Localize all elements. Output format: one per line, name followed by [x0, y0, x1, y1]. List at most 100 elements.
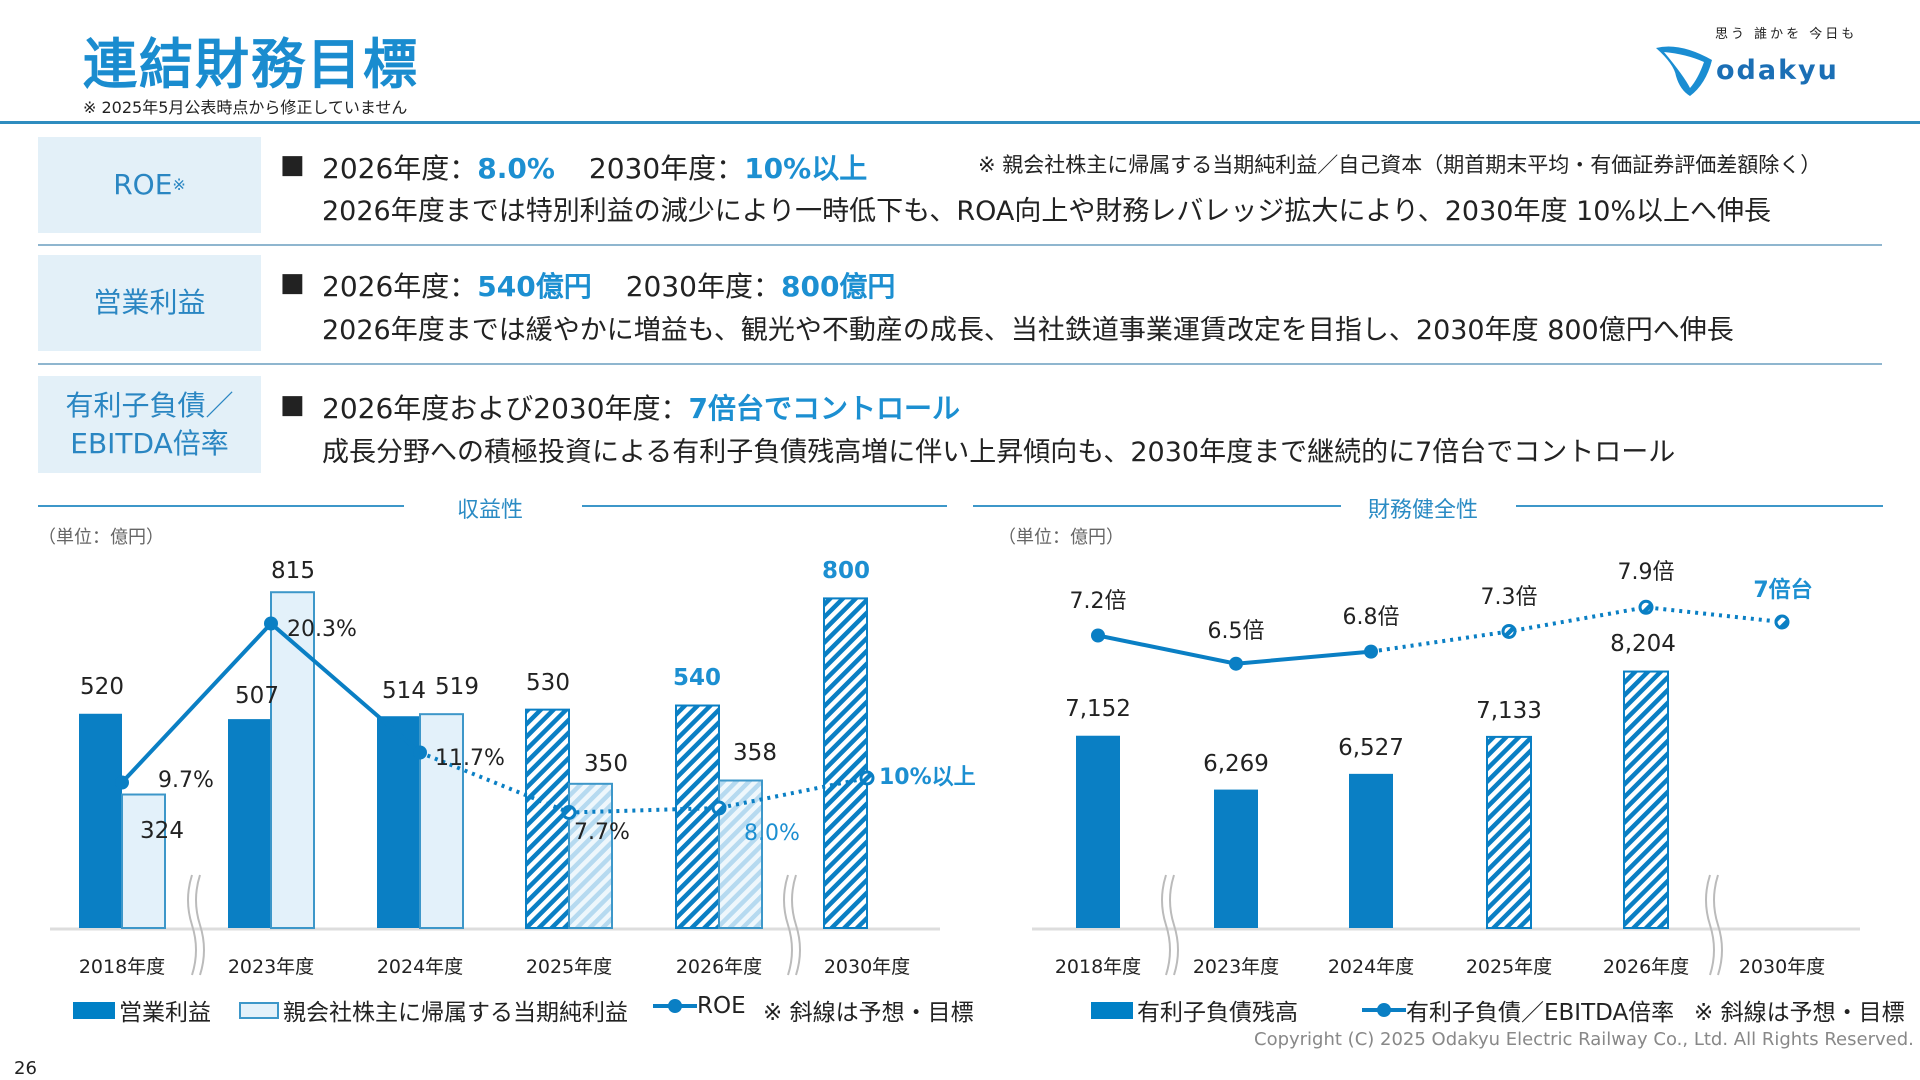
bar-debt-balance [1486, 735, 1532, 930]
data-label-operating-profit: 800 [822, 558, 870, 584]
legend-line-marker-icon [1362, 1003, 1406, 1017]
legend-roe: ROE [653, 993, 746, 1019]
multiple-point [1774, 614, 1790, 630]
bar-operating-profit [525, 708, 570, 930]
roe-point [711, 800, 727, 816]
financial-soundness-chart: 7,152 6,269 6,527 7,133 8,204 7.2倍 6.5倍 6.8倍 7.3… [1032, 560, 1860, 976]
category-label: 2018年度 [78, 956, 166, 978]
data-label-roe: 7.7% [574, 820, 630, 845]
data-label-operating-profit: 514 [382, 678, 426, 704]
roe-targets: 2026年度：8.0% 2030年度：10%以上 [322, 152, 868, 185]
roe-point [115, 775, 129, 790]
data-label-debt-balance: 7,133 [1476, 698, 1542, 724]
section-rule [973, 505, 1341, 507]
bar-net-income [718, 779, 763, 930]
data-label-roe: 8.0% [744, 821, 800, 846]
data-label-net-income: 358 [733, 740, 777, 766]
section-rule [582, 505, 947, 507]
category-label: 2018年度 [1054, 956, 1142, 978]
label-operating-profit: 営業利益 [38, 255, 261, 351]
data-label-debt-balance: 6,527 [1338, 735, 1404, 761]
section-rule [1516, 505, 1883, 507]
bar-debt-balance [1349, 773, 1393, 928]
bar-debt-balance [1076, 735, 1120, 928]
data-label-multiple: 7倍台 [1753, 577, 1812, 603]
axis-break-icon [195, 874, 205, 976]
revision-note: ※ 2025年5月公表時点から修正していません [83, 98, 408, 117]
data-label-multiple: 7.3倍 [1481, 585, 1538, 610]
legend-operating-profit: 営業利益 [73, 993, 211, 1027]
category-label: 2024年度 [376, 956, 464, 978]
legend-debt-balance: 有利子負債残高 [1091, 993, 1298, 1027]
legend-swatch-icon [1091, 1001, 1133, 1019]
data-label-operating-profit: 540 [673, 665, 721, 691]
unit-label: （単位：億円） [38, 527, 164, 548]
debt-ebitda-targets: 2026年度および2030年度：7倍台でコントロール [322, 392, 961, 425]
data-label-multiple: 7.2倍 [1070, 589, 1127, 614]
data-label-net-income: 815 [271, 558, 315, 584]
bar-net-income [270, 591, 315, 929]
bar-operating-profit [79, 713, 122, 928]
profitability-chart: 520 507 514 530 540 800 324 815 519 350 358 9.7% 20.… [50, 558, 976, 976]
row-divider [38, 244, 1882, 246]
odakyu-logo: 思う 誰かを 今日も odakyu [1650, 24, 1885, 100]
roe-line-forecast [419, 750, 868, 815]
axis-break-icon [1169, 874, 1179, 976]
multiple-point [1501, 623, 1517, 639]
profitability-title: 収益性 [457, 498, 524, 523]
category-label: 2025年度 [525, 956, 613, 978]
legend-hatch-note: ※ 斜線は予想・目標 [1694, 1000, 1905, 1026]
multiple-line-forecast [1370, 605, 1783, 654]
legend-debt-ebitda: 有利子負債／EBITDA倍率 [1362, 993, 1674, 1027]
data-label-roe: 11.7% [435, 746, 505, 771]
multiple-point [1091, 628, 1105, 643]
logo-wordmark: odakyu [1716, 55, 1839, 86]
header-divider [0, 121, 1920, 124]
bullet: ■ [280, 150, 305, 180]
roe-point [561, 805, 577, 820]
axis-break-icon [783, 874, 793, 976]
category-label: 2023年度 [227, 956, 315, 978]
axis-break-icon [791, 874, 801, 976]
data-label-multiple: 6.5倍 [1208, 619, 1265, 644]
multiple-point [1229, 656, 1243, 671]
category-label: 2024年度 [1327, 956, 1415, 978]
page-title: 連結財務目標 [83, 33, 419, 96]
logo-tagline: 思う 誰かを 今日も [1715, 26, 1857, 42]
data-label-operating-profit: 507 [235, 683, 279, 709]
operating-profit-targets: 2026年度：540億円 2030年度：800億円 [322, 270, 896, 303]
legend-line-marker-icon [653, 999, 697, 1013]
roe-point [859, 770, 875, 786]
category-label: 2030年度 [1738, 956, 1826, 978]
category-label: 2030年度 [823, 956, 911, 978]
roe-definition-note: ※ 親会社株主に帰属する当期純利益／自己資本（期首期末平均・有価証券評価差額除く… [978, 153, 1822, 177]
axis-break-icon [1713, 874, 1723, 976]
category-label: 2025年度 [1465, 956, 1553, 978]
bar-net-income [419, 713, 464, 929]
data-label-debt-balance: 7,152 [1065, 696, 1131, 722]
axis-break-icon [1705, 874, 1715, 976]
page-number: 26 [14, 1058, 37, 1079]
operating-profit-description: 2026年度までは緩やかに増益も、観光や不動産の成長、当社鉄道事業運賃改定を目指… [322, 315, 1734, 346]
label-roe: ROE ※ [38, 137, 261, 233]
bar-net-income [121, 793, 166, 930]
bar-debt-balance [1623, 670, 1669, 930]
legend-net-income: 親会社株主に帰属する当期純利益 [239, 993, 628, 1027]
copyright: Copyright (C) 2025 Odakyu Electric Railw… [1254, 1029, 1914, 1050]
legend-swatch-icon [239, 1001, 279, 1019]
category-label: 2023年度 [1192, 956, 1280, 978]
category-label: 2026年度 [675, 956, 763, 978]
debt-ebitda-description: 成長分野への積極投資による有利子負債残高増に伴い上昇傾向も、2030年度まで継続… [322, 437, 1676, 468]
multiple-point [1638, 599, 1654, 615]
bar-operating-profit [377, 716, 420, 928]
data-label-roe: 9.7% [158, 768, 214, 793]
bullet: ■ [280, 268, 305, 298]
legend-hatch-note: ※ 斜線は予想・目標 [763, 1000, 974, 1026]
axis-break-icon [187, 874, 197, 976]
bar-debt-balance [1214, 789, 1258, 928]
axis-break-icon [1161, 874, 1171, 976]
data-label-debt-balance: 8,204 [1610, 631, 1676, 657]
data-label-net-income: 350 [584, 751, 628, 777]
bar-operating-profit [823, 597, 868, 930]
multiple-point [1364, 644, 1378, 659]
